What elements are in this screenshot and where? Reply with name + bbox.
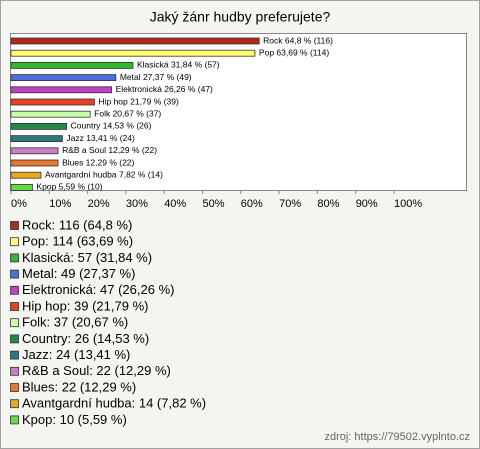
bar xyxy=(10,37,260,45)
legend-label: Klasická: 57 (31,84 %) xyxy=(22,250,152,265)
value-label: Jazz 13,41 % (24) xyxy=(66,133,135,143)
value-label: Hip hop 21,79 % (39) xyxy=(98,96,178,106)
x-tick-label: 70% xyxy=(279,198,301,210)
bar xyxy=(10,147,59,155)
bar xyxy=(10,171,42,179)
bar xyxy=(10,183,33,191)
legend-label: Blues: 22 (12,29 %) xyxy=(22,379,136,394)
x-tick-label: 90% xyxy=(356,198,378,210)
value-label: Avantgardní hudba 7,82 % (14) xyxy=(45,169,163,179)
value-label: Kpop 5,59 % (10) xyxy=(36,182,102,192)
value-label: Metal 27,37 % (49) xyxy=(120,72,192,82)
legend-swatch xyxy=(10,221,19,230)
bar xyxy=(10,110,91,118)
bar xyxy=(10,123,68,130)
legend-swatch xyxy=(10,253,19,263)
bar xyxy=(10,74,117,81)
legend-label: Country: 26 (14,53 %) xyxy=(22,331,149,346)
value-label: Country 14,53 % (26) xyxy=(71,121,152,131)
x-tick-label: 80% xyxy=(317,198,339,210)
chart-title: Jaký žánr hudby preferujete? xyxy=(150,9,331,25)
value-label: Rock 64,8 % (116) xyxy=(263,35,333,45)
legend-swatch xyxy=(10,318,19,328)
x-tick-label: 100% xyxy=(394,198,422,210)
legend-label: Rock: 116 (64,8 %) xyxy=(22,217,132,232)
legend-swatch xyxy=(10,383,19,392)
value-label: Blues 12,29 % (22) xyxy=(62,157,134,167)
x-tick-label: 40% xyxy=(164,198,186,210)
bar xyxy=(10,159,59,167)
x-tick-label: 50% xyxy=(203,198,225,210)
x-tick-label: 20% xyxy=(88,198,110,210)
source: zdroj: https://79502.vyplnto.cz xyxy=(324,431,470,443)
bar xyxy=(10,86,112,94)
x-tick-label: 30% xyxy=(126,198,148,210)
value-label: Klasická 31,84 % (57) xyxy=(137,60,220,70)
x-tick-label: 10% xyxy=(49,198,71,210)
value-label: Pop 63,69 % (114) xyxy=(259,47,329,57)
legend-label: Folk: 37 (20,67 %) xyxy=(22,315,128,330)
bar xyxy=(10,135,63,143)
bar xyxy=(10,98,95,106)
legend-swatch xyxy=(10,285,19,295)
value-label: R&B a Soul 12,29 % (22) xyxy=(62,145,157,155)
bar xyxy=(10,49,256,57)
legend-label: Kpop: 10 (5,59 %) xyxy=(22,412,127,427)
legend-label: Metal: 49 (27,37 %) xyxy=(22,266,135,281)
legend-label: Avantgardní hudba: 14 (7,82 %) xyxy=(22,396,206,411)
legend-swatch xyxy=(10,269,19,279)
legend-label: Pop: 114 (63,69 %) xyxy=(22,234,133,249)
x-tick-label: 0% xyxy=(11,198,27,210)
legend-swatch xyxy=(10,350,19,360)
legend-label: Hip hop: 39 (21,79 %) xyxy=(22,298,148,313)
bar xyxy=(10,62,134,69)
legend-label: R&B a Soul: 22 (12,29 %) xyxy=(22,363,171,378)
legend-swatch xyxy=(10,302,19,311)
legend-swatch xyxy=(10,415,19,425)
legend-swatch xyxy=(10,399,19,409)
legend-label: Jazz: 24 (13,41 %) xyxy=(22,347,130,362)
legend-swatch xyxy=(10,237,19,247)
legend-swatch xyxy=(10,366,19,376)
value-label: Folk 20,67 % (37) xyxy=(94,108,161,118)
legend-label: Elektronická: 47 (26,26 %) xyxy=(22,282,174,297)
x-tick-label: 60% xyxy=(241,198,263,210)
legend-swatch xyxy=(10,334,19,344)
value-label: Elektronická 26,26 % (47) xyxy=(116,84,213,94)
